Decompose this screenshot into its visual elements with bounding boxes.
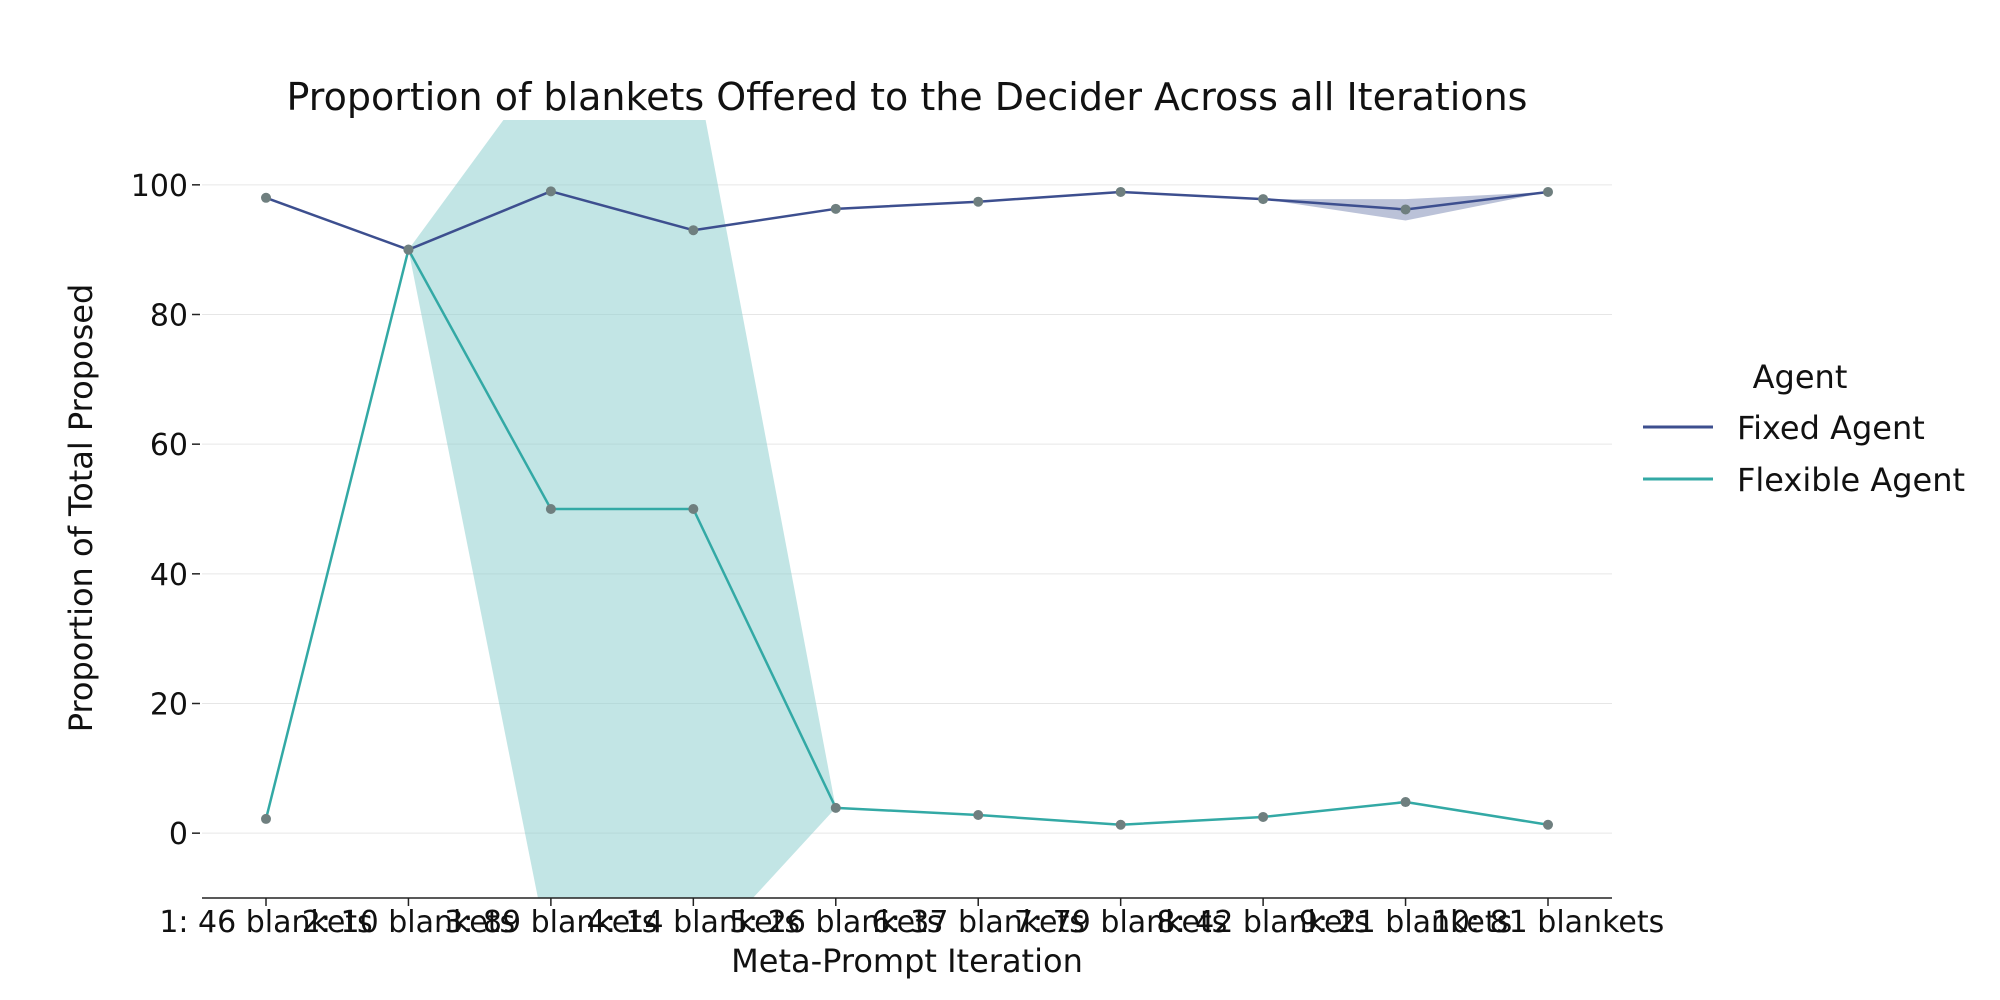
flexible-agent-point-2 bbox=[403, 244, 414, 255]
x-tick-label-2: 2: 10 blankets bbox=[302, 905, 515, 940]
x-tick-label-7: 7: 79 blankets bbox=[1014, 905, 1227, 940]
data-points bbox=[261, 186, 1553, 830]
y-axis-ticks: 0 20 40 60 80 100 bbox=[131, 169, 200, 852]
y-tick-label-20: 20 bbox=[150, 688, 188, 723]
legend-title: Agent bbox=[1753, 358, 1848, 396]
x-tick-label-8: 8: 42 blankets bbox=[1156, 905, 1369, 940]
fixed-agent-line bbox=[265, 190, 1549, 251]
fixed-agent-point-9 bbox=[1400, 204, 1411, 215]
legend-label-fixed-agent: Fixed Agent bbox=[1737, 409, 1925, 447]
legend-label-flexible-agent: Flexible Agent bbox=[1737, 461, 1965, 499]
flexible-agent-confidence-band bbox=[266, 120, 1548, 898]
flexible-agent-point-1 bbox=[261, 813, 271, 824]
x-axis-label: Meta-Prompt Iteration bbox=[731, 942, 1083, 980]
grid-lines bbox=[202, 184, 1612, 834]
confidence-bands bbox=[266, 120, 1548, 898]
legend: Agent Fixed Agent Flexible Agent bbox=[1643, 358, 1965, 499]
flexible-agent-point-5 bbox=[830, 802, 841, 813]
y-tick-label-100: 100 bbox=[131, 169, 188, 204]
flexible-agent-line bbox=[264, 248, 1549, 826]
y-tick-label-0: 0 bbox=[169, 817, 188, 852]
chart-title: Proportion of blankets Offered to the De… bbox=[287, 75, 1528, 119]
x-tick-label-1: 1: 46 blankets bbox=[159, 905, 372, 940]
y-axis-label: Proportion of Total Proposed bbox=[62, 284, 100, 733]
x-tick-label-6: 6: 37 blankets bbox=[872, 905, 1085, 940]
x-tick-label-3: 3: 89 blankets bbox=[444, 905, 657, 940]
fixed-agent-point-5 bbox=[830, 203, 841, 214]
fixed-agent-point-7 bbox=[1115, 186, 1126, 197]
fixed-agent-point-3 bbox=[545, 186, 556, 197]
fixed-agent-point-1 bbox=[261, 192, 271, 203]
x-tick-label-4: 4: 14 blankets bbox=[587, 905, 800, 940]
x-tick-label-5: 5: 26 blankets bbox=[729, 905, 942, 940]
flexible-agent-point-9 bbox=[1400, 797, 1411, 808]
y-tick-label-80: 80 bbox=[150, 299, 188, 334]
flexible-agent-point-7 bbox=[1115, 819, 1126, 830]
fixed-agent-point-10 bbox=[1543, 186, 1553, 197]
x-tick-label-10: 10: 81 blankets bbox=[1432, 905, 1664, 940]
fixed-agent-point-4 bbox=[688, 225, 699, 236]
y-tick-label-40: 40 bbox=[150, 558, 188, 593]
fixed-agent-point-8 bbox=[1258, 194, 1269, 205]
fixed-agent-point-6 bbox=[973, 196, 984, 207]
series-lines bbox=[264, 190, 1549, 826]
flexible-agent-point-3 bbox=[545, 504, 556, 514]
y-tick-label-60: 60 bbox=[150, 428, 188, 463]
flexible-agent-point-6 bbox=[973, 810, 984, 821]
flexible-agent-point-4 bbox=[688, 504, 699, 514]
flexible-agent-point-10 bbox=[1543, 819, 1553, 830]
x-tick-label-9: 9: 21 blankets bbox=[1299, 905, 1512, 940]
flexible-agent-point-8 bbox=[1258, 811, 1269, 822]
